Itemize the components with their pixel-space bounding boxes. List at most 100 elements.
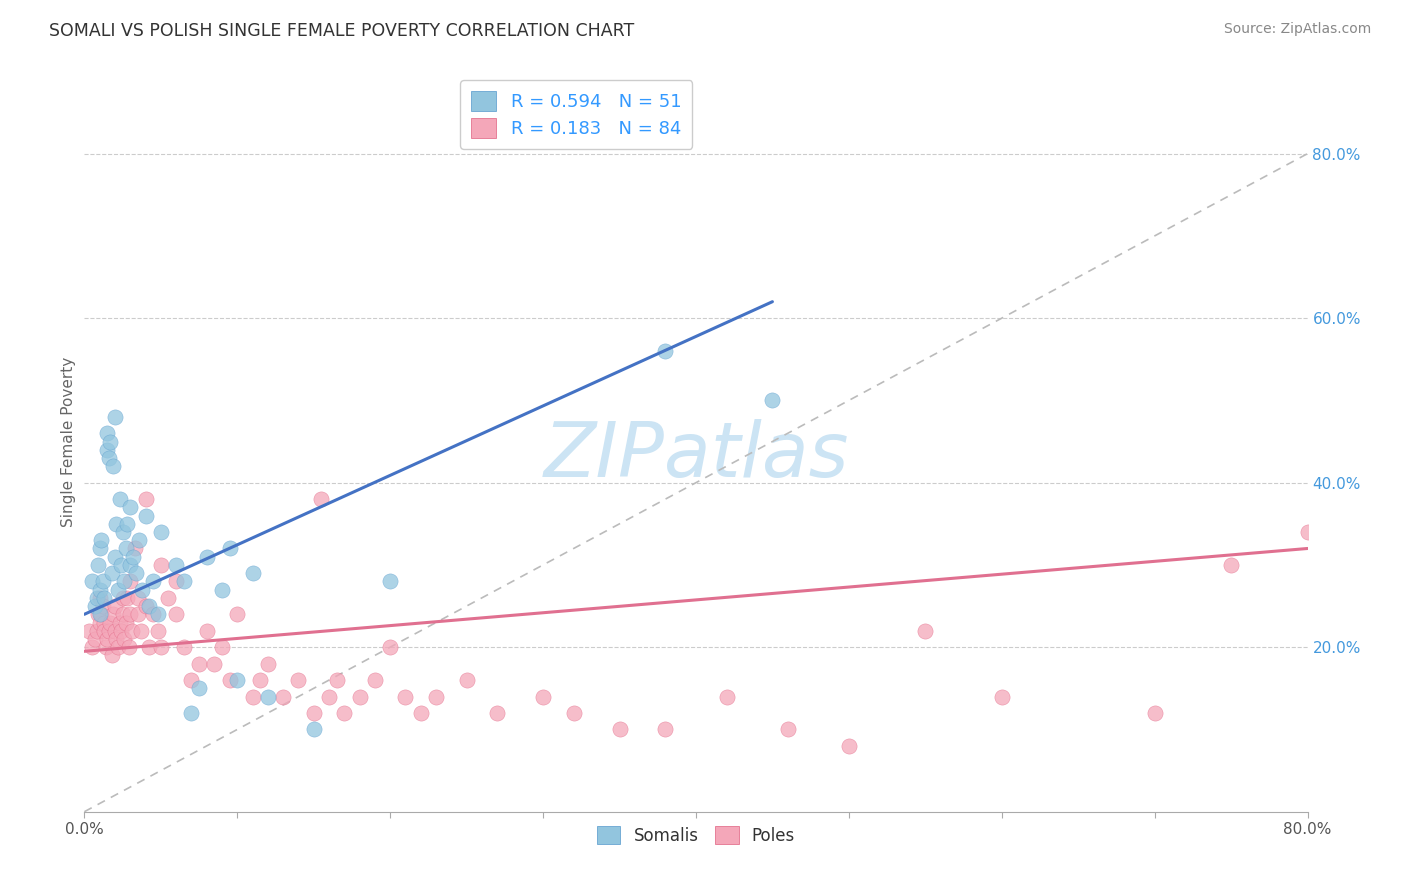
Point xyxy=(325,673,347,687)
Point xyxy=(287,673,309,687)
Point xyxy=(105,516,128,531)
Point xyxy=(90,607,112,622)
Point xyxy=(486,706,509,720)
Point xyxy=(120,607,142,622)
Point xyxy=(380,640,402,655)
Point xyxy=(80,574,103,589)
Point xyxy=(96,632,118,646)
Point xyxy=(114,615,136,630)
Point xyxy=(91,574,114,589)
Point xyxy=(142,607,165,622)
Point xyxy=(149,524,172,539)
Point xyxy=(84,599,107,613)
Point xyxy=(77,624,100,638)
Point xyxy=(138,599,160,613)
Point xyxy=(97,624,120,638)
Legend: Somalis, Poles: Somalis, Poles xyxy=(591,820,801,852)
Point xyxy=(122,549,145,564)
Point xyxy=(105,632,128,646)
Point xyxy=(127,607,149,622)
Point xyxy=(146,624,169,638)
Point xyxy=(110,558,132,572)
Point xyxy=(124,541,146,556)
Point xyxy=(96,442,118,457)
Point xyxy=(838,739,860,753)
Point xyxy=(103,459,125,474)
Point xyxy=(394,690,416,704)
Point xyxy=(211,582,233,597)
Point xyxy=(195,549,218,564)
Point xyxy=(135,508,157,523)
Point xyxy=(380,574,402,589)
Point xyxy=(104,624,127,638)
Point xyxy=(138,640,160,655)
Point xyxy=(311,492,333,507)
Point xyxy=(96,426,118,441)
Point xyxy=(86,624,108,638)
Point xyxy=(302,706,325,720)
Point xyxy=(107,582,129,597)
Point xyxy=(226,607,249,622)
Point xyxy=(991,690,1014,704)
Point xyxy=(120,500,142,515)
Point xyxy=(609,723,631,737)
Point xyxy=(531,690,554,704)
Point xyxy=(97,450,120,465)
Point xyxy=(104,409,127,424)
Point xyxy=(242,690,264,704)
Point xyxy=(93,591,115,605)
Point xyxy=(716,690,738,704)
Point xyxy=(135,599,157,613)
Point xyxy=(149,558,172,572)
Point xyxy=(165,607,187,622)
Point xyxy=(118,640,141,655)
Point xyxy=(94,640,117,655)
Text: SOMALI VS POLISH SINGLE FEMALE POVERTY CORRELATION CHART: SOMALI VS POLISH SINGLE FEMALE POVERTY C… xyxy=(49,22,634,40)
Point xyxy=(115,516,138,531)
Point xyxy=(135,492,157,507)
Point xyxy=(89,582,111,597)
Text: ZIPatlas: ZIPatlas xyxy=(543,419,849,493)
Point xyxy=(202,657,225,671)
Point xyxy=(104,549,127,564)
Y-axis label: Single Female Poverty: Single Female Poverty xyxy=(60,357,76,526)
Point xyxy=(129,624,152,638)
Point xyxy=(120,558,142,572)
Point xyxy=(149,640,172,655)
Point xyxy=(93,624,115,638)
Point xyxy=(1296,524,1319,539)
Point xyxy=(226,673,249,687)
Point xyxy=(103,607,125,622)
Point xyxy=(91,599,114,613)
Point xyxy=(333,706,356,720)
Point xyxy=(101,648,124,663)
Point xyxy=(157,591,180,605)
Point xyxy=(114,541,136,556)
Point xyxy=(165,574,187,589)
Point xyxy=(111,591,134,605)
Point xyxy=(84,632,107,646)
Point xyxy=(104,599,127,613)
Point xyxy=(302,723,325,737)
Point xyxy=(914,624,936,638)
Point xyxy=(257,690,280,704)
Point xyxy=(188,657,211,671)
Point xyxy=(101,566,124,581)
Point xyxy=(120,574,142,589)
Point xyxy=(1220,558,1243,572)
Point xyxy=(131,582,153,597)
Point xyxy=(90,533,112,548)
Point xyxy=(654,723,676,737)
Point xyxy=(89,607,111,622)
Point xyxy=(111,607,134,622)
Point xyxy=(142,574,165,589)
Point xyxy=(89,615,111,630)
Point xyxy=(146,607,169,622)
Point xyxy=(242,566,264,581)
Point xyxy=(128,533,150,548)
Point xyxy=(562,706,585,720)
Point xyxy=(112,574,135,589)
Point xyxy=(409,706,432,720)
Point xyxy=(188,681,211,696)
Point xyxy=(89,541,111,556)
